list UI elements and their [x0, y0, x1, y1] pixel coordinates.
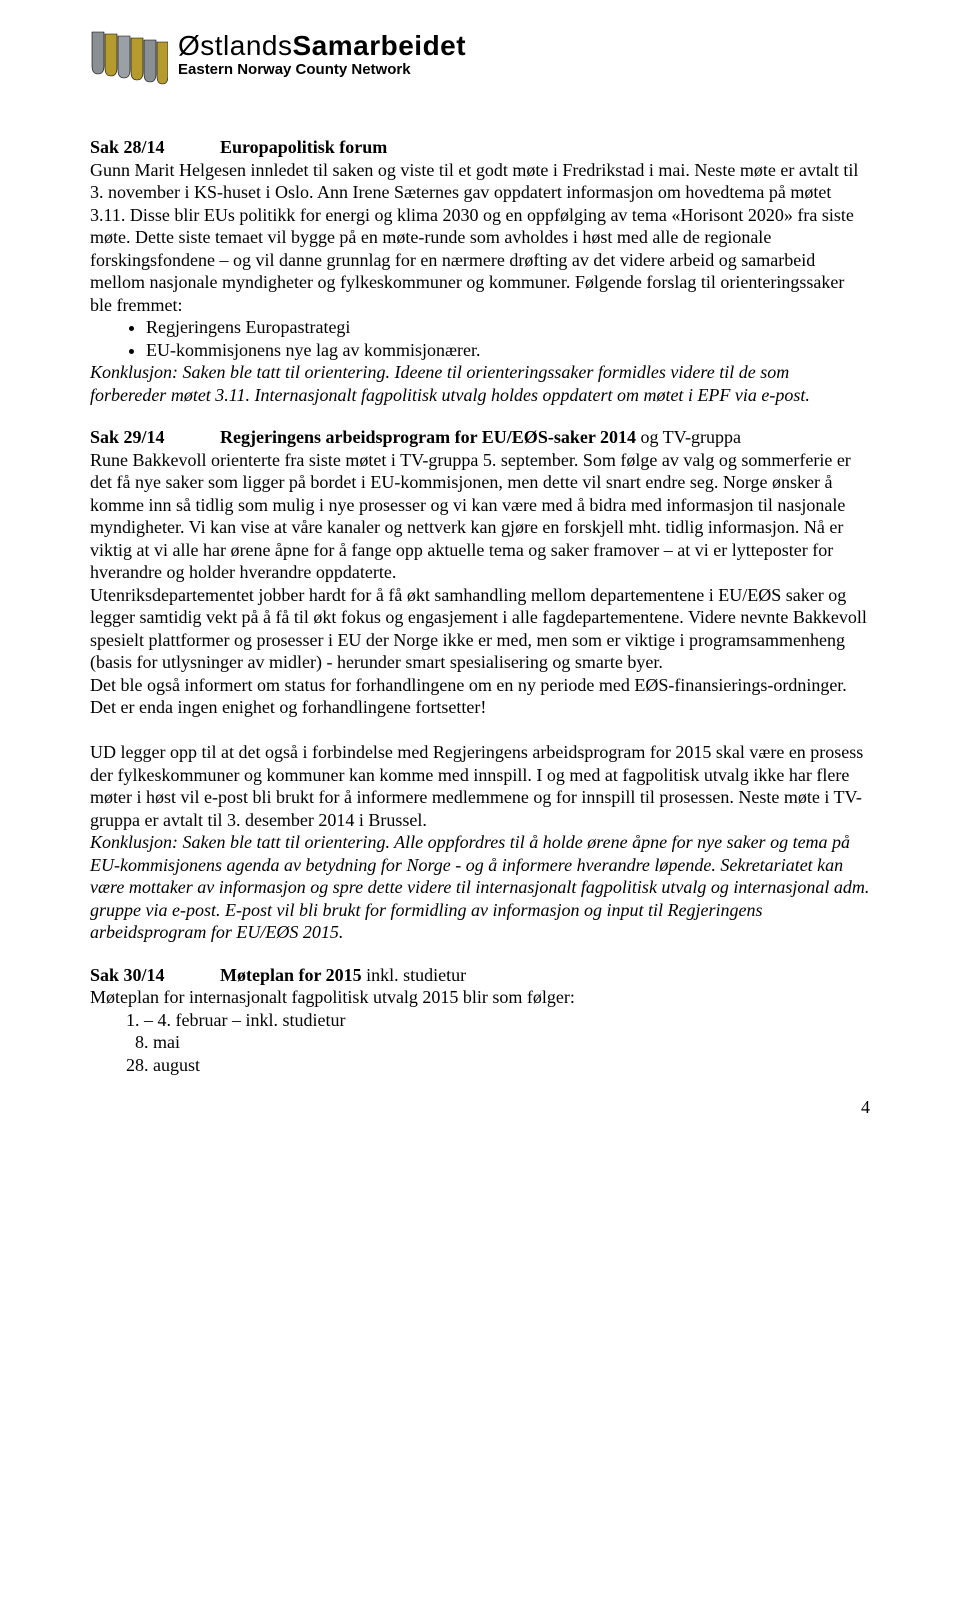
sak-29-p2: Utenriksdepartementet jobber hardt for å…: [90, 584, 870, 674]
list-item: 8. mai: [126, 1031, 870, 1054]
sak-30-number: Sak 30/14: [90, 964, 220, 987]
sak-28-heading: Sak 28/14Europapolitisk forum: [90, 136, 870, 159]
sak-29-heading: Sak 29/14Regjeringens arbeidsprogram for…: [90, 426, 870, 449]
sak-28-konklusjon: Konklusjon: Saken ble tatt til orienteri…: [90, 361, 870, 406]
sak-30-title-normal: inkl. studietur: [366, 965, 466, 985]
sak-29-title-bold: Regjeringens arbeidsprogram for EU/EØS-s…: [220, 427, 641, 447]
sak-30-items: 1. – 4. februar – inkl. studietur 8. mai…: [90, 1009, 870, 1077]
sak-29-number: Sak 29/14: [90, 426, 220, 449]
sak-30-heading: Sak 30/14Møteplan for 2015 inkl. studiet…: [90, 964, 870, 987]
sak-28-bullets: Regjeringens Europastrategi EU-kommisjon…: [90, 316, 870, 361]
sak-28-title: Europapolitisk forum: [220, 137, 387, 157]
org-subtitle: Eastern Norway County Network: [178, 62, 466, 77]
sak-28: Sak 28/14Europapolitisk forum Gunn Marit…: [90, 136, 870, 406]
sak-30-title-bold: Møteplan for 2015: [220, 965, 366, 985]
sak-29-konklusjon: Konklusjon: Saken ble tatt til orienteri…: [90, 831, 870, 944]
list-item: Regjeringens Europastrategi: [146, 316, 870, 339]
list-item: 1. – 4. februar – inkl. studietur: [126, 1009, 870, 1032]
logo: [90, 30, 168, 88]
org-name-bold: Samarbeidet: [293, 30, 467, 61]
sak-30: Sak 30/14Møteplan for 2015 inkl. studiet…: [90, 964, 870, 1077]
page: ØstlandsSamarbeidet Eastern Norway Count…: [0, 0, 960, 1136]
document-content: Sak 28/14Europapolitisk forum Gunn Marit…: [90, 136, 870, 1076]
sak-30-intro: Møteplan for internasjonalt fagpolitisk …: [90, 986, 870, 1009]
list-item: EU-kommisjonens nye lag av kommisjonærer…: [146, 339, 870, 362]
document-header: ØstlandsSamarbeidet Eastern Norway Count…: [90, 30, 870, 88]
sak-28-body: Gunn Marit Helgesen innledet til saken o…: [90, 160, 858, 315]
sak-29-p1: Rune Bakkevoll orienterte fra siste møte…: [90, 450, 851, 583]
sak-29: Sak 29/14Regjeringens arbeidsprogram for…: [90, 426, 870, 944]
sak-28-number: Sak 28/14: [90, 136, 220, 159]
org-name: ØstlandsSamarbeidet: [178, 32, 466, 60]
sak-29-p4: UD legger opp til at det også i forbinde…: [90, 742, 863, 830]
title-block: ØstlandsSamarbeidet Eastern Norway Count…: [178, 30, 466, 77]
org-name-light: Østlands: [178, 30, 293, 61]
sak-29-p3: Det ble også informert om status for for…: [90, 674, 870, 719]
page-number: 4: [861, 1097, 870, 1118]
sak-29-title-normal: og TV-gruppa: [641, 427, 742, 447]
list-item: 28. august: [126, 1054, 870, 1077]
